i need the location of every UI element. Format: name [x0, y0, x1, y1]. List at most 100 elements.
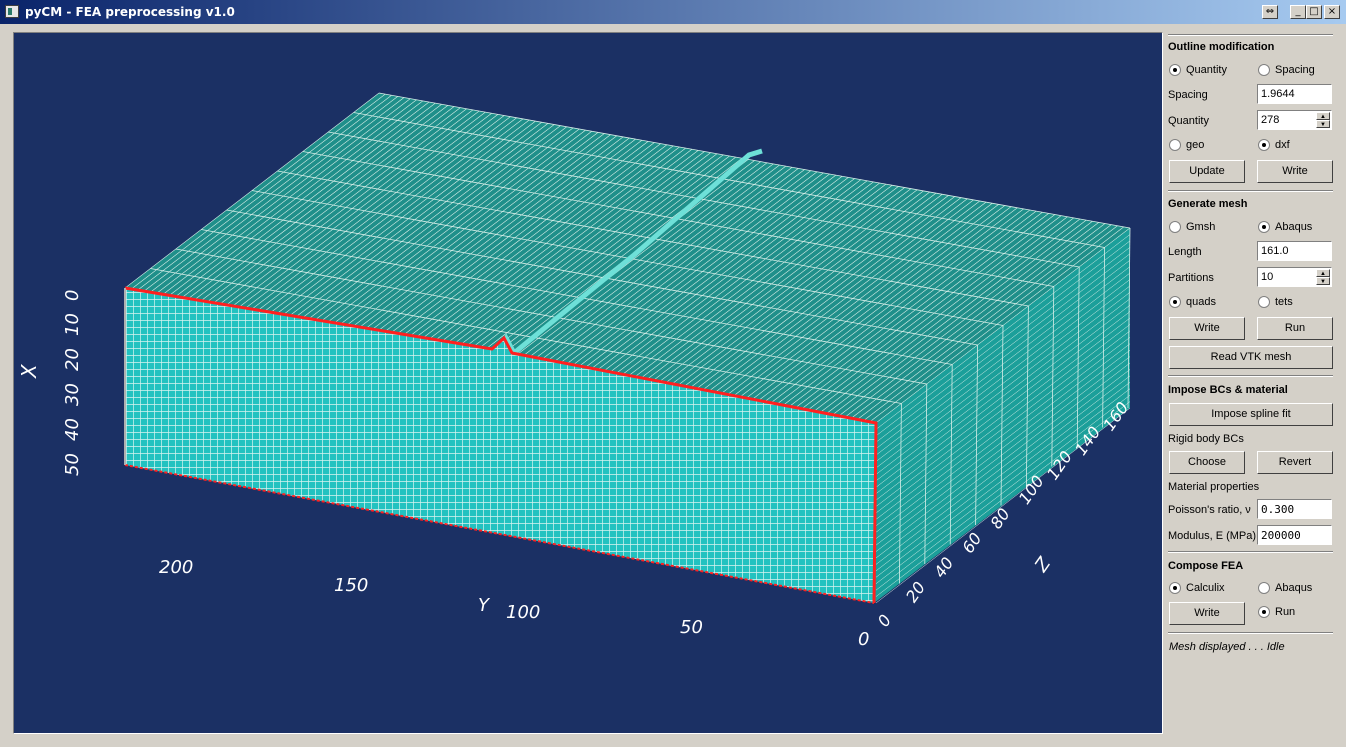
mesh-gridline [875, 407, 1131, 604]
fea-write-button[interactable]: Write [1169, 602, 1245, 625]
maximize-button[interactable]: □ [1306, 5, 1322, 19]
mesh-gridline [875, 337, 1131, 533]
z-axis-tick: 0 [874, 611, 895, 630]
mesh-gridline [1026, 305, 1029, 487]
calculix-radio-label: Calculix [1186, 582, 1225, 594]
y-axis-tick: 200 [159, 557, 193, 578]
update-button[interactable]: Update [1169, 160, 1245, 183]
mesh-gridline [150, 268, 902, 404]
partitions-spinbox[interactable]: 10 ▲ ▼ [1257, 267, 1332, 287]
separator [1168, 551, 1333, 553]
modulus-label: Modulus, E (MPa) [1168, 530, 1257, 542]
mesh-gridline [1076, 266, 1080, 448]
abaqus-solver-radio[interactable] [1258, 582, 1270, 594]
x-axis-tick: 0 [62, 290, 83, 301]
quantity-radio-label: Quantity [1186, 64, 1227, 76]
render-viewport[interactable]: 0 10 20 30 40 50 200 150 100 50 0 0 20 40 60 80 100 120 14… [13, 32, 1163, 734]
z-axis-label: Z [1030, 553, 1055, 577]
run-radio[interactable] [1258, 606, 1270, 618]
spacing-field-label: Spacing [1168, 89, 1208, 101]
spacing-input[interactable]: 1.9644 [1257, 84, 1332, 104]
spacing-radio-label: Spacing [1275, 64, 1315, 76]
y-axis-tick: 100 [506, 602, 540, 623]
mesh-gridline [226, 209, 978, 346]
x-axis-tick: 50 [62, 453, 83, 476]
length-input[interactable]: 161.0 [1257, 241, 1332, 261]
mesh-gridline [175, 248, 927, 385]
mesh-gridline [328, 131, 1080, 268]
control-panel: Outline modification Quantity Spacing Sp… [1164, 32, 1340, 734]
restore-size-button[interactable]: ⇔ [1262, 5, 1278, 19]
tets-radio-label: tets [1275, 296, 1293, 308]
mesh-gridline [875, 356, 1131, 552]
poisson-label: Poisson's ratio, ν [1168, 504, 1251, 516]
y-axis-label: Y [478, 595, 491, 616]
outline-profile [124, 286, 878, 604]
mesh-gridline [875, 311, 1131, 507]
mesh-gridline [875, 324, 1131, 520]
window-title: pyCM - FEA preprocessing v1.0 [25, 5, 235, 19]
z-axis-tick: 40 [930, 554, 957, 582]
x-axis-tick: 20 [62, 348, 83, 371]
quantity-field-label: Quantity [1168, 115, 1209, 127]
mesh-gridline [353, 112, 1105, 248]
mesh-front-face [125, 288, 876, 603]
modulus-input[interactable]: 200000 [1257, 525, 1332, 545]
status-text: Mesh displayed . . . Idle [1169, 641, 1285, 653]
x-axis-label: X [17, 363, 41, 379]
abaqus-solver-radio-label: Abaqus [1275, 582, 1313, 594]
outline-write-button[interactable]: Write [1257, 160, 1333, 183]
partitions-stepper[interactable]: ▲ ▼ [1316, 269, 1330, 285]
quantity-radio[interactable] [1169, 64, 1181, 76]
rigid-body-label: Rigid body BCs [1168, 433, 1244, 445]
mesh-gridline [875, 343, 1131, 539]
close-button[interactable]: × [1324, 5, 1340, 19]
material-properties-label: Material properties [1168, 481, 1260, 493]
mesh-gridline [875, 234, 1131, 430]
separator [1168, 34, 1333, 36]
read-vtk-mesh-button[interactable]: Read VTK mesh [1169, 346, 1333, 369]
mesh-gridline [875, 285, 1131, 482]
dxf-radio-label: dxf [1275, 139, 1290, 151]
y-axis-tick: 0 [858, 629, 869, 650]
length-label: Length [1168, 246, 1202, 258]
mesh-gridline [201, 229, 953, 365]
mesh-gridline [875, 298, 1131, 494]
minimize-button[interactable]: _ [1290, 5, 1306, 19]
abaqus-mesher-radio[interactable] [1258, 221, 1270, 233]
geo-radio[interactable] [1169, 139, 1181, 151]
mesh-section-header: Generate mesh [1168, 198, 1248, 210]
mesh-gridline [1051, 286, 1055, 467]
mesh-gridline [875, 292, 1131, 488]
mesh-gridline [875, 375, 1131, 572]
separator [1168, 375, 1333, 377]
bcs-section-header: Impose BCs & material [1168, 384, 1288, 396]
mesh-gridline [875, 259, 1131, 456]
gmsh-radio[interactable] [1169, 221, 1181, 233]
dxf-radio[interactable] [1258, 139, 1270, 151]
tets-radio[interactable] [1258, 296, 1270, 308]
x-axis-tick: 40 [62, 418, 83, 441]
mesh-gridline [875, 240, 1131, 437]
z-axis-tick: 20 [902, 578, 929, 606]
quantity-value: 278 [1261, 114, 1280, 126]
mesh-run-button[interactable]: Run [1257, 317, 1333, 340]
mesh-gridline [975, 344, 978, 526]
mesh-gridline [875, 279, 1131, 475]
revert-button[interactable]: Revert [1257, 451, 1333, 474]
quantity-spinbox[interactable]: 278 ▲ ▼ [1257, 110, 1332, 130]
poisson-input[interactable]: 0.300 [1257, 499, 1332, 519]
gmsh-radio-label: Gmsh [1186, 221, 1216, 233]
mesh-write-button[interactable]: Write [1169, 317, 1245, 340]
mesh-gridline [875, 394, 1131, 591]
quantity-stepper[interactable]: ▲ ▼ [1316, 112, 1330, 128]
choose-button[interactable]: Choose [1169, 451, 1245, 474]
mesh-gridline [875, 272, 1131, 469]
title-bar[interactable]: pyCM - FEA preprocessing v1.0 ⇔ _ □ × [0, 0, 1346, 24]
mesh-gridline [875, 304, 1131, 501]
impose-spline-fit-button[interactable]: Impose spline fit [1169, 403, 1333, 426]
calculix-radio[interactable] [1169, 582, 1181, 594]
spacing-radio[interactable] [1258, 64, 1270, 76]
quads-radio[interactable] [1169, 296, 1181, 308]
